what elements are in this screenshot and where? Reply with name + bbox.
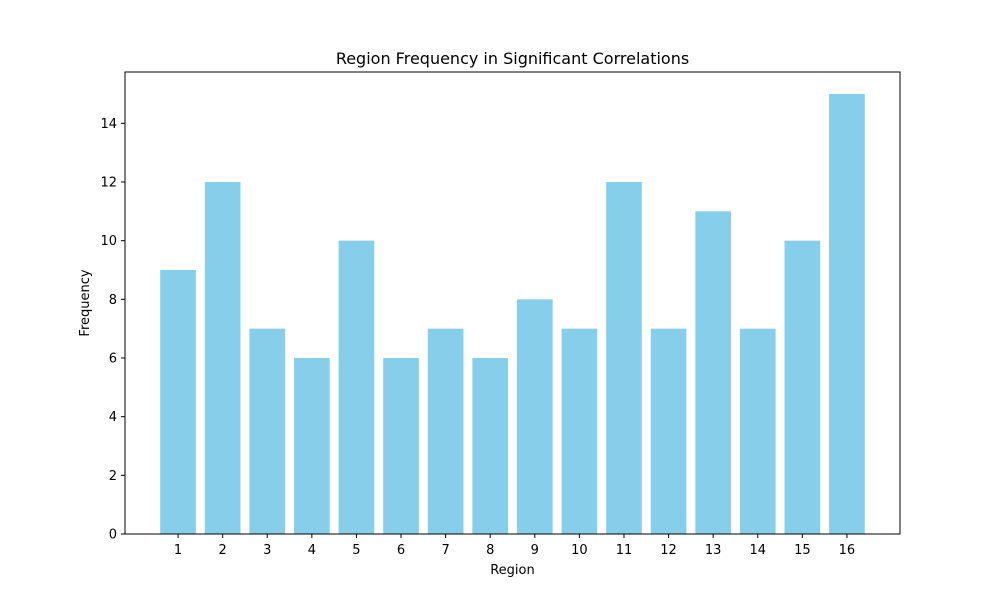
x-tick-label: 12 (660, 543, 677, 558)
x-tick-label: 13 (705, 543, 722, 558)
bar-region-3 (249, 328, 286, 534)
bar-region-1 (160, 270, 196, 534)
x-tick-label: 5 (352, 543, 360, 558)
x-tick-label: 11 (616, 543, 633, 558)
bar-region-7 (427, 328, 464, 534)
bar-region-13 (695, 211, 731, 535)
bar-region-8 (472, 358, 509, 534)
y-axis-ticks: 0 2 4 6 8 10 12 14 (100, 117, 125, 543)
bar-region-11 (606, 182, 642, 534)
x-tick-label: 1 (174, 543, 182, 558)
x-tick-label: 4 (308, 543, 316, 558)
bar-region-4 (294, 358, 330, 534)
y-tick-label: 4 (109, 410, 117, 425)
bar-region-6 (383, 358, 419, 534)
bar-region-14 (739, 328, 776, 534)
x-axis-label: Region (490, 563, 535, 578)
y-tick-label: 2 (109, 469, 117, 484)
y-tick-label: 10 (100, 234, 117, 249)
x-tick-label: 10 (571, 543, 588, 558)
bars-group (160, 94, 865, 535)
x-tick-label: 16 (839, 543, 856, 558)
x-tick-label: 9 (531, 543, 539, 558)
x-tick-label: 6 (397, 543, 405, 558)
y-axis-label: Frequency (78, 269, 93, 336)
y-tick-label: 14 (100, 117, 117, 132)
y-tick-label: 12 (100, 176, 117, 191)
chart-title: Region Frequency in Significant Correlat… (336, 49, 689, 68)
bar-region-2 (204, 182, 241, 534)
x-tick-label: 14 (749, 543, 766, 558)
y-tick-label: 6 (109, 352, 117, 367)
y-tick-label: 8 (109, 293, 117, 308)
x-tick-label: 7 (441, 543, 449, 558)
x-tick-label: 8 (486, 543, 494, 558)
x-tick-label: 15 (794, 543, 811, 558)
bar-region-9 (516, 299, 553, 534)
y-tick-label: 0 (109, 528, 117, 543)
bar-region-5 (338, 240, 375, 534)
bar-region-12 (650, 328, 687, 534)
x-axis-ticks: 1 2 3 4 5 6 7 8 9 10 11 12 13 14 15 16 (174, 534, 855, 558)
bar-region-10 (561, 328, 598, 534)
x-tick-label: 3 (263, 543, 271, 558)
bar-region-15 (784, 240, 821, 534)
bar-region-16 (829, 94, 865, 534)
x-tick-label: 2 (219, 543, 227, 558)
plot-frame (124, 71, 901, 535)
